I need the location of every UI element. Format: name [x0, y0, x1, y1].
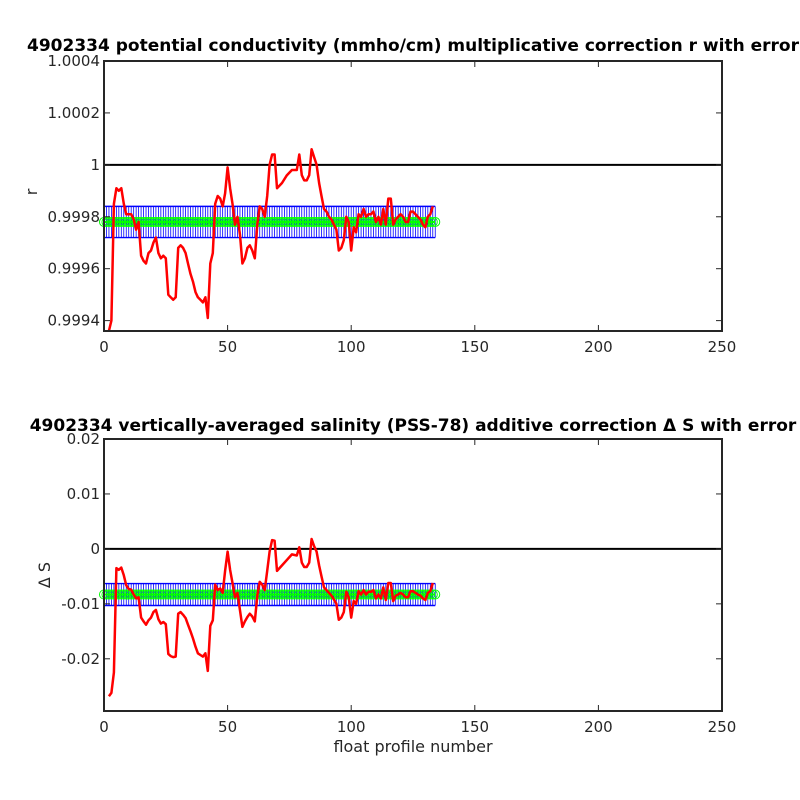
y-tick-label: -0.01	[61, 595, 100, 613]
y-tick-label: -0.02	[61, 650, 100, 668]
axes-box	[103, 60, 723, 332]
x-tick-label: 0	[99, 718, 109, 736]
x-tick-label: 50	[218, 718, 237, 736]
x-tick-label: 250	[708, 338, 737, 356]
x-axis-label: float profile number	[333, 737, 493, 756]
y-axis-label: r	[22, 188, 41, 195]
y-tick-label: 1	[90, 156, 100, 174]
x-tick-label: 50	[218, 338, 237, 356]
y-tick-label: 0.9998	[48, 208, 101, 226]
x-tick-label: 100	[337, 718, 366, 736]
y-tick-label: 0.02	[67, 430, 100, 448]
x-tick-label: 250	[708, 718, 737, 736]
plot-area: 0 50 100 150 200 250 0.9994 0.9996 0.9998 1 1.0002…	[48, 52, 737, 356]
x-tick-label: 0	[99, 338, 109, 356]
y-tick-label: 0.9994	[48, 312, 101, 330]
conductivity-correction-panel: 4902334 potential conductivity (mmho/cm)…	[22, 36, 800, 356]
x-tick-label: 100	[337, 338, 366, 356]
axes-box	[103, 438, 723, 712]
salinity-correction-panel: 4902334 vertically-averaged salinity (PS…	[30, 416, 797, 756]
x-tick-label: 150	[460, 338, 489, 356]
plot-area: 0 50 100 150 200 250 -0.02 -0.01 0 0.01 0.02	[61, 430, 736, 736]
y-axis-label: Δ S	[35, 562, 54, 588]
y-tick-label: 1.0004	[48, 52, 101, 70]
x-tick-label: 150	[460, 718, 489, 736]
x-tick-label: 200	[584, 718, 613, 736]
x-tick-label: 200	[584, 338, 613, 356]
series-line	[107, 148, 434, 331]
chart-title: 4902334 potential conductivity (mmho/cm)…	[27, 36, 800, 56]
y-tick-label: 0	[90, 540, 100, 558]
y-tick-label: 1.0002	[48, 104, 101, 122]
series-line	[107, 537, 434, 697]
y-tick-label: 0.01	[67, 485, 100, 503]
y-tick-label: 0.9996	[48, 260, 101, 278]
chart-title: 4902334 vertically-averaged salinity (PS…	[30, 416, 797, 436]
